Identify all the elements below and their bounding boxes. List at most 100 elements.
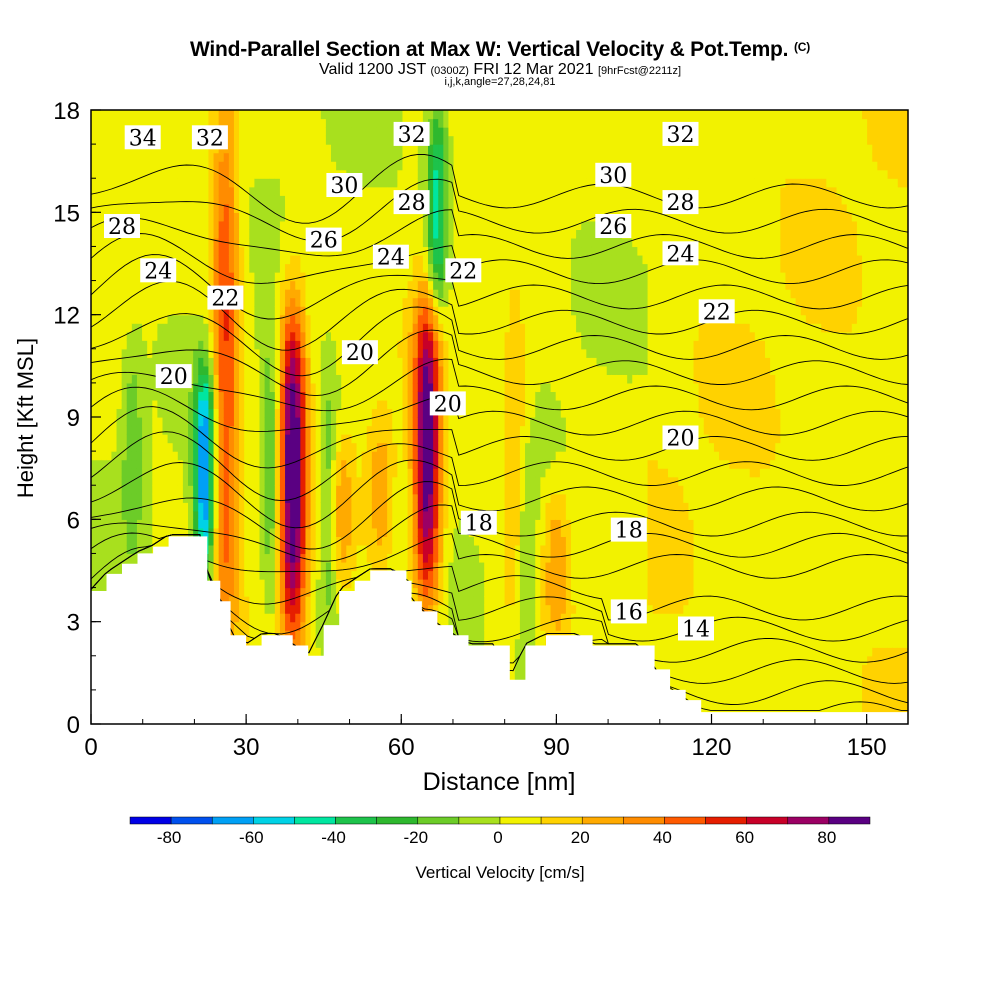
w-cell: [300, 570, 307, 580]
w-cell: [91, 519, 97, 529]
w-cell: [376, 127, 383, 137]
w-cell: [320, 613, 327, 623]
w-cell: [111, 127, 118, 137]
w-cell: [142, 510, 148, 520]
w-cell: [382, 118, 388, 128]
w-cell: [96, 468, 102, 478]
w-cell: [366, 110, 373, 120]
w-cell: [325, 561, 332, 572]
w-cell: [325, 110, 332, 120]
w-cell: [305, 630, 312, 640]
w-cell: [111, 186, 118, 196]
w-cell: [402, 391, 409, 401]
w-cell: [264, 144, 271, 154]
w-cell: [351, 144, 358, 154]
w-cell: [269, 340, 276, 350]
w-cell: [131, 297, 138, 307]
w-cell: [249, 630, 255, 640]
w-cell: [239, 331, 245, 341]
w-cell: [305, 110, 312, 120]
w-cell: [142, 536, 148, 546]
w-cell: [438, 519, 444, 529]
w-cell: [269, 579, 276, 589]
w-cell: [136, 417, 143, 427]
w-cell: [126, 203, 133, 213]
w-cell: [310, 340, 317, 350]
w-cell: [213, 365, 220, 375]
w-cell: [254, 493, 261, 503]
w-cell: [157, 186, 164, 196]
w-cell: [279, 561, 286, 572]
w-cell: [382, 323, 388, 333]
w-cell: [290, 544, 296, 555]
w-cell: [136, 459, 143, 469]
w-cell: [376, 229, 383, 239]
w-cell: [366, 314, 373, 324]
w-cell: [152, 476, 158, 486]
w-cell: [428, 510, 434, 520]
w-cell: [376, 425, 383, 435]
w-cell: [356, 135, 363, 145]
w-cell: [376, 161, 383, 171]
w-cell: [269, 365, 276, 375]
w-cell: [111, 144, 118, 154]
w-cell: [182, 220, 189, 230]
w-cell: [361, 527, 368, 537]
w-cell: [274, 536, 281, 546]
w-cell: [412, 553, 419, 563]
w-cell: [269, 510, 276, 520]
w-cell: [167, 485, 174, 495]
w-cell: [336, 135, 342, 145]
w-cell: [218, 527, 225, 537]
w-cell: [188, 417, 194, 427]
w-cell: [443, 553, 450, 563]
w-cell: [167, 434, 174, 444]
w-cell: [310, 118, 317, 128]
w-cell: [336, 468, 342, 478]
w-cell: [274, 493, 281, 503]
w-cell: [300, 561, 307, 572]
w-cell: [438, 425, 444, 435]
w-cell: [412, 425, 419, 435]
w-cell: [397, 280, 404, 290]
w-cell: [182, 442, 189, 452]
w-cell: [387, 135, 393, 145]
w-cell: [228, 417, 235, 427]
w-cell: [264, 323, 271, 333]
w-cell: [397, 331, 404, 341]
w-cell: [392, 493, 398, 503]
w-cell: [274, 604, 281, 614]
w-cell: [433, 365, 439, 375]
w-cell: [116, 348, 123, 358]
w-cell: [244, 169, 250, 179]
w-cell: [269, 203, 276, 213]
w-cell: [264, 561, 271, 572]
w-cell: [233, 630, 240, 640]
w-cell: [218, 587, 225, 597]
w-cell: [422, 220, 429, 230]
w-cell: [142, 118, 148, 128]
w-cell: [182, 144, 189, 154]
w-cell: [208, 246, 215, 256]
w-cell: [438, 340, 444, 350]
w-cell: [249, 152, 255, 162]
w-cell: [422, 417, 429, 427]
w-cell: [315, 596, 322, 606]
w-cell: [147, 348, 153, 358]
w-cell: [305, 408, 312, 418]
w-cell: [407, 220, 414, 230]
w-cell: [371, 561, 378, 572]
w-cell: [121, 178, 128, 188]
w-cell: [300, 434, 307, 444]
w-cell: [208, 323, 215, 333]
w-cell: [402, 374, 409, 384]
w-cell: [417, 519, 424, 529]
w-cell: [136, 374, 143, 384]
w-cell: [290, 468, 296, 478]
w-cell: [208, 118, 215, 128]
w-cell: [341, 570, 347, 580]
w-cell: [254, 314, 261, 324]
w-cell: [233, 203, 240, 213]
w-cell: [111, 399, 118, 410]
w-cell: [351, 203, 358, 213]
